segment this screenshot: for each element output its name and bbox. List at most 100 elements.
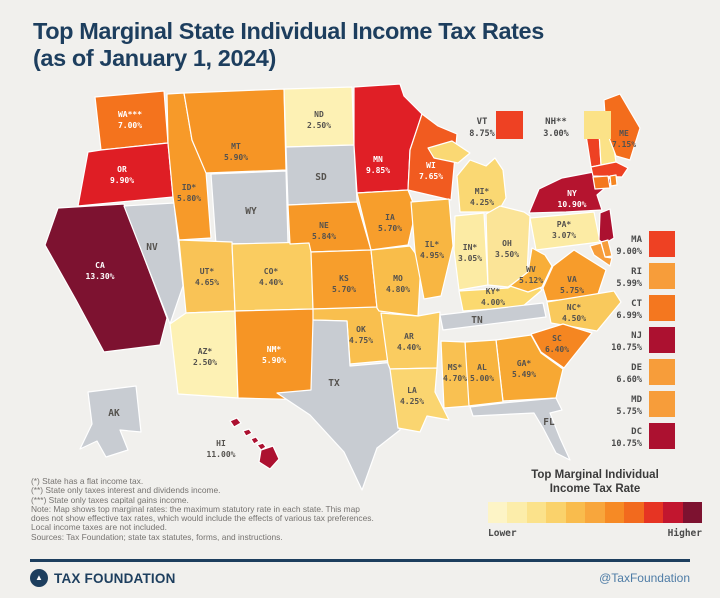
state-in <box>453 212 489 291</box>
state-label-hi: HI <box>216 439 226 448</box>
legend: Top Marginal Individual Income Tax Rate … <box>488 468 702 539</box>
twitter-handle: @TaxFoundation <box>599 571 690 585</box>
state-nj <box>598 208 615 245</box>
callout-label-nh: NH** <box>545 117 567 127</box>
state-label-wv: WV <box>526 265 536 274</box>
footnote-line-5: Local income taxes are not included. <box>31 522 167 533</box>
state-rate-co: 4.40% <box>259 278 283 287</box>
state-label-or: OR <box>117 165 127 174</box>
state-al <box>464 339 504 407</box>
state-label-me: ME <box>619 129 629 138</box>
callout-label-ma: MA <box>631 235 642 245</box>
state-label-az: AZ* <box>198 347 213 356</box>
callout-label-ri: RI <box>631 267 642 277</box>
callout-swatch-de <box>649 359 675 385</box>
state-label-al: AL <box>477 363 487 372</box>
state-rate-mt: 5.90% <box>224 153 248 162</box>
state-label-nv: NV <box>146 242 158 253</box>
state-label-ky: KY* <box>486 287 501 296</box>
legend-endpoint-labels: Lower Higher <box>488 528 702 539</box>
state-label-pa: PA* <box>557 220 572 229</box>
state-ct <box>592 175 611 190</box>
state-rate-oh: 3.50% <box>495 250 519 259</box>
state-rate-ne: 5.84% <box>312 232 336 241</box>
footnote-line-3: Note: Map shows top marginal rates: the … <box>31 503 360 514</box>
state-tn <box>439 302 547 331</box>
footnotes: (*) State has a flat income tax. (**) Sta… <box>31 476 374 542</box>
state-rate-ia: 5.70% <box>378 224 402 233</box>
legend-swatch-4 <box>565 502 586 523</box>
state-rate-ar: 4.40% <box>397 343 421 352</box>
state-va <box>542 249 607 302</box>
legend-swatch-3 <box>546 502 566 523</box>
state-label-ut: UT* <box>200 267 215 276</box>
state-label-nd: ND <box>314 110 324 119</box>
callout-label-nj: NJ <box>631 331 642 341</box>
state-label-ok: OK <box>356 325 366 334</box>
legend-swatch-7 <box>624 502 644 523</box>
legend-swatch-2 <box>526 502 547 523</box>
callout-swatch-vt <box>496 111 523 139</box>
title-line-1: Top Marginal State Individual Income Tax… <box>33 18 544 44</box>
state-mi-up <box>427 140 471 164</box>
state-rate-ny: 10.90% <box>558 200 587 209</box>
state-label-ne: NE <box>319 221 329 230</box>
state-ms <box>440 340 470 409</box>
callout-label-de: DE <box>631 363 642 373</box>
state-md <box>589 242 613 267</box>
state-rate-mo: 4.80% <box>386 285 410 294</box>
callout-rate-nh: 3.00% <box>543 129 569 139</box>
state-label-fl: FL <box>543 417 555 428</box>
state-label-id: ID* <box>182 183 197 192</box>
footnote-line-0: (*) State has a flat income tax. <box>31 476 144 486</box>
state-label-ar: AR <box>404 332 414 341</box>
state-la <box>389 367 450 433</box>
legend-higher-label: Higher <box>667 528 702 539</box>
state-rate-la: 4.25% <box>400 397 424 406</box>
state-hi <box>229 417 280 470</box>
legend-lower-label: Lower <box>488 528 517 539</box>
footnote-line-4: does not show effective tax rates, which… <box>31 513 374 524</box>
legend-swatch-10 <box>682 502 702 523</box>
state-rate-il: 4.95% <box>420 251 444 260</box>
state-ia <box>356 189 417 251</box>
callout-swatch-nj <box>649 327 675 353</box>
state-label-wi: WI <box>426 161 436 170</box>
brand: ▲ TAX FOUNDATION <box>30 569 176 587</box>
state-label-ms: MS* <box>448 363 463 372</box>
callout-rate-vt: 8.75% <box>469 129 495 139</box>
state-rate-mn: 9.85% <box>366 166 390 175</box>
state-label-tx: TX <box>328 378 340 389</box>
footer-divider <box>30 559 690 562</box>
state-label-sd: SD <box>315 172 327 183</box>
state-wv <box>509 247 553 293</box>
state-label-va: VA <box>567 275 577 284</box>
state-ak <box>79 385 142 458</box>
state-label-nc: NC* <box>567 303 582 312</box>
state-label-ga: GA* <box>517 359 532 368</box>
state-label-nm: NM* <box>267 345 282 354</box>
callout-label-dc: DC <box>631 427 642 437</box>
state-label-ny: NY <box>567 189 577 198</box>
state-label-mt: MT <box>231 142 241 151</box>
footnote-line-1: (**) State only taxes interest and divid… <box>31 485 221 496</box>
state-rate-al: 5.00% <box>470 374 494 383</box>
legend-swatch-1 <box>507 502 527 523</box>
state-rate-ky: 4.00% <box>481 298 505 307</box>
page-title: Top Marginal State Individual Income Tax… <box>33 18 544 72</box>
legend-title-line-2: Income Tax Rate <box>549 483 641 495</box>
state-rate-id: 5.80% <box>177 194 201 203</box>
state-mt <box>183 88 287 174</box>
tax-foundation-logo-icon: ▲ <box>30 569 48 587</box>
callout-label-ct: CT <box>631 299 642 309</box>
state-rate-or: 9.90% <box>110 176 134 185</box>
state-label-co: CO* <box>264 267 279 276</box>
state-or <box>77 142 174 207</box>
state-label-ks: KS <box>339 274 349 283</box>
legend-swatch-6 <box>604 502 625 523</box>
callout-rate-ct: 6.99% <box>616 311 642 321</box>
state-rate-nc: 4.50% <box>562 314 586 323</box>
legend-swatch-9 <box>663 502 683 523</box>
state-rate-ok: 4.75% <box>349 336 373 345</box>
